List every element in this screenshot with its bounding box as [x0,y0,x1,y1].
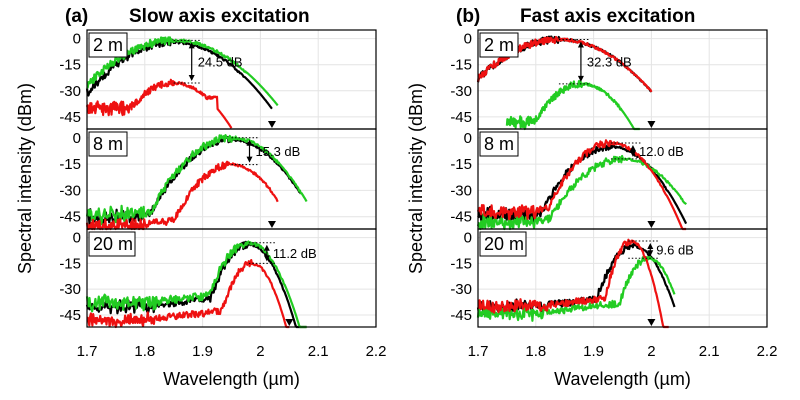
y-tick-label: -15 [59,156,81,173]
arrowhead-up [647,243,654,250]
y-tick-label: -45 [450,307,472,324]
arrowhead-down [647,250,654,257]
y-tick-label: 0 [464,31,472,48]
fiber-length-box [88,131,128,157]
fiber-length-label: 2 m [484,35,514,55]
x-tick-label: 1.9 [192,343,213,360]
subplot-frame [86,29,377,130]
x-axis-label: Wavelength (µm) [163,369,300,389]
y-axis-label: Spectral intensity (dBm) [15,83,35,274]
y-tick-label: 0 [464,130,472,147]
edge-marker [647,319,656,326]
difference-annotation: 15.3 dB [256,144,301,159]
fiber-length-box [479,231,527,257]
series-line-green [85,240,307,329]
edge-marker [285,319,294,326]
arrowhead-up [629,145,636,152]
panel-title-b: Fast axis excitation [520,6,695,27]
x-tick-label: 1.7 [77,343,98,360]
difference-annotation: 32.3 dB [587,55,632,70]
fiber-length-box [479,32,519,58]
series-line-red [476,139,687,231]
subplot-frame [477,228,768,328]
x-axis-label: Wavelength (µm) [554,369,691,389]
y-tick-label: -15 [59,57,81,74]
x-tick-label: 2 [647,343,655,360]
series-line-red [477,238,670,329]
fiber-length-label: 8 m [484,134,514,154]
edge-marker [647,221,656,228]
arrowhead-up [263,244,270,251]
y-tick-label: -30 [59,182,81,199]
x-tick-label: 1.9 [583,343,604,360]
y-tick-label: -45 [450,209,472,226]
series-line-green [85,134,308,226]
y-tick-label: -15 [450,57,472,74]
arrowhead-down [577,75,584,82]
y-tick-label: -15 [450,156,472,173]
series-line-green [86,36,279,107]
y-tick-label: -30 [450,281,472,298]
arrowhead-up [188,42,195,49]
y-tick-label: -15 [450,255,472,272]
edge-marker [647,121,656,128]
x-tick-label: 1.8 [134,343,155,360]
x-tick-label: 2.2 [757,343,778,360]
panel-title-a: Slow axis excitation [129,6,310,27]
x-tick-label: 1.8 [525,343,546,360]
panel-label-b: (b) [456,6,480,27]
fiber-length-label: 20 m [484,234,524,254]
y-tick-label: 0 [73,31,81,48]
arrowhead-up [246,139,253,146]
y-tick-label: -45 [450,109,472,126]
x-tick-label: 2 [256,343,264,360]
difference-annotation: 9.6 dB [656,243,694,258]
y-tick-label: 0 [73,230,81,247]
y-tick-label: -30 [59,83,81,100]
y-tick-label: -15 [59,255,81,272]
fiber-length-box [88,32,128,58]
arrowhead-down [629,150,636,157]
subplot-frame [477,29,768,130]
y-tick-label: -45 [59,209,81,226]
series-line-black [85,38,273,110]
fiber-length-box [88,231,136,257]
y-tick-label: 0 [464,230,472,247]
fiber-length-label: 20 m [93,234,133,254]
y-axis-label: Spectral intensity (dBm) [406,83,426,274]
edge-marker [267,221,276,228]
fiber-length-label: 2 m [93,35,123,55]
series-line-red [86,259,290,329]
arrowhead-down [263,255,270,262]
y-tick-label: -45 [59,109,81,126]
x-tick-label: 1.7 [468,343,489,360]
arrowhead-down [188,74,195,81]
label-layer: (a) Slow axis excitation 0 -15 -30 -45 2 m 24.5… [15,6,777,389]
y-tick-label: 0 [73,130,81,147]
frame-layer [86,29,768,328]
series-layer [85,35,688,329]
series-line-red [85,160,279,231]
difference-annotation: 24.5 dB [198,55,243,70]
panel-label-a: (a) [65,6,88,27]
series-line-green [476,256,676,322]
y-tick-label: -30 [450,83,472,100]
subplot-frame [86,228,377,328]
y-tick-label: -30 [450,182,472,199]
edge-marker [267,121,276,128]
x-tick-label: 2.1 [308,343,329,360]
x-tick-label: 2.2 [366,343,387,360]
difference-annotation: 12.0 dB [639,144,684,159]
series-line-red [85,78,233,129]
difference-annotation: 11.2 dB [273,246,317,261]
arrowhead-up [577,41,584,48]
x-tick-label: 2.1 [699,343,720,360]
y-tick-label: -45 [59,307,81,324]
fiber-length-label: 8 m [93,134,123,154]
y-tick-label: -30 [59,281,81,298]
series-line-green [505,79,641,131]
arrowhead-down [246,156,253,163]
fiber-length-box [479,131,519,157]
